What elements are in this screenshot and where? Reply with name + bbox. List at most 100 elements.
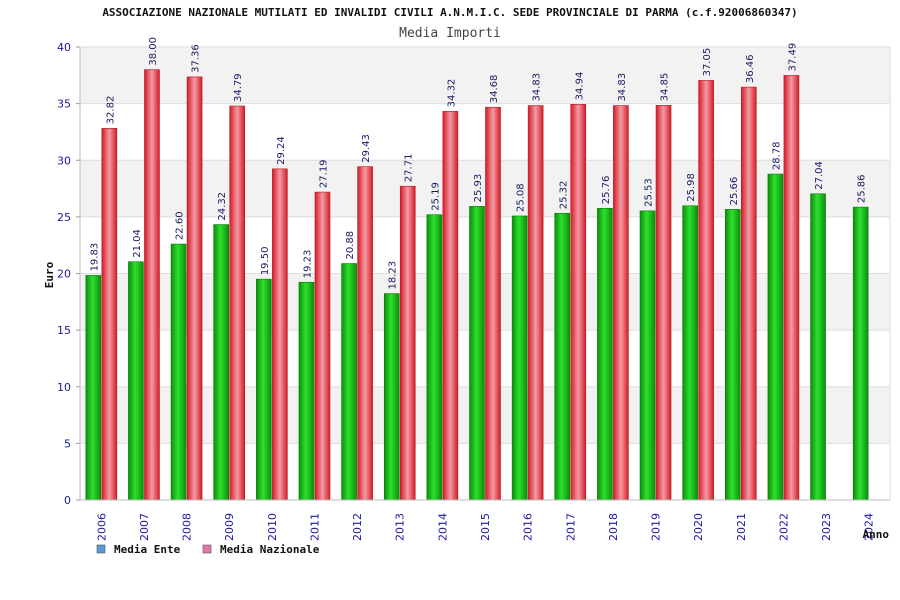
label-media-nazionale: 37.49 (787, 43, 798, 72)
x-tick-label: 2010 (266, 513, 279, 541)
bar-media-ente (426, 214, 443, 501)
legend-swatch-media-nazionale (202, 544, 212, 554)
label-media-ente: 19.50 (260, 247, 271, 276)
bar-media-nazionale (570, 104, 587, 501)
bar-media-ente (767, 173, 784, 501)
x-tick-label: 2007 (138, 513, 151, 541)
legend-swatch-media-ente (96, 544, 106, 554)
y-tick-label: 35 (57, 98, 71, 111)
y-tick-label: 15 (57, 324, 71, 337)
x-tick-label: 2008 (181, 513, 194, 541)
label-media-nazionale: 34.32 (446, 79, 457, 108)
bar-media-nazionale (655, 105, 672, 501)
y-tick-label: 5 (64, 437, 71, 450)
chart-title: ASSOCIAZIONE NAZIONALE MUTILATI ED INVAL… (102, 6, 797, 19)
bar-media-nazionale (613, 105, 629, 501)
label-media-ente: 19.23 (302, 250, 313, 279)
bar-media-ente (298, 281, 315, 501)
x-tick-label: 2015 (479, 513, 492, 541)
bar-media-nazionale (698, 80, 714, 501)
bar-media-nazionale (783, 75, 800, 501)
x-tick-label: 2009 (223, 513, 236, 541)
bar-media-nazionale (186, 76, 203, 501)
label-media-nazionale: 36.46 (745, 54, 756, 83)
legend-label-media-ente: Media Ente (114, 543, 181, 556)
x-tick-label: 2021 (735, 513, 748, 541)
label-media-ente: 18.23 (388, 261, 399, 290)
bar-media-nazionale (399, 185, 416, 501)
label-media-nazionale: 37.36 (191, 44, 202, 73)
x-tick-label: 2011 (308, 513, 321, 541)
x-tick-label: 2016 (522, 513, 535, 541)
label-media-ente: 22.60 (175, 211, 186, 240)
x-tick-label: 2013 (394, 513, 407, 541)
bar-media-ente (383, 293, 400, 501)
x-tick-label: 2020 (692, 513, 705, 541)
label-media-nazionale: 34.68 (489, 75, 500, 104)
label-media-nazionale: 34.94 (574, 72, 585, 101)
label-media-nazionale: 27.19 (318, 159, 329, 188)
label-media-nazionale: 37.05 (702, 48, 713, 77)
bar-media-ente (170, 243, 187, 501)
bar-media-nazionale (485, 106, 501, 501)
label-media-nazionale: 38.00 (148, 37, 159, 66)
x-axis: 2006 2007 2008 2009 2010 2011 2012 2013 2014 2015… (95, 513, 875, 541)
label-media-nazionale: 34.83 (617, 73, 628, 102)
bars-layer (85, 69, 869, 501)
bar-media-nazionale (314, 191, 331, 501)
y-tick-label: 25 (57, 211, 71, 224)
label-media-ente: 28.78 (771, 141, 782, 170)
bar-media-nazionale (101, 128, 118, 501)
bar-media-nazionale (144, 69, 160, 501)
label-media-nazionale: 29.43 (361, 134, 372, 163)
bar-media-ente (682, 205, 698, 501)
x-tick-label: 2014 (436, 513, 449, 541)
label-media-ente: 20.88 (345, 231, 356, 260)
bar-media-ente (597, 207, 613, 501)
bar-media-ente (213, 224, 230, 501)
label-media-nazionale: 32.82 (105, 96, 116, 125)
label-media-nazionale: 34.85 (660, 73, 671, 102)
label-media-ente: 24.32 (217, 192, 228, 221)
x-tick-label: 2018 (607, 513, 620, 541)
y-axis: 0 5 10 15 20 25 30 35 40 (57, 41, 891, 507)
bar-media-ente (639, 210, 656, 501)
bar-media-ente (511, 215, 528, 501)
label-media-ente: 25.98 (686, 173, 697, 202)
bar-media-nazionale (740, 86, 757, 501)
x-tick-label: 2024 (863, 513, 876, 541)
bar-media-ente (256, 278, 272, 501)
x-tick-label: 2019 (650, 513, 663, 541)
bar-media-nazionale (527, 105, 544, 501)
label-media-ente: 25.32 (558, 181, 569, 210)
label-media-ente: 19.83 (89, 243, 100, 272)
label-media-nazionale: 34.79 (233, 73, 244, 102)
label-media-ente: 25.08 (516, 183, 527, 212)
label-media-nazionale: 29.24 (276, 136, 287, 165)
bar-media-ente (341, 263, 357, 501)
legend: Media Ente Media Nazionale (96, 543, 320, 556)
bar-media-ente (469, 206, 485, 501)
label-media-ente: 25.93 (473, 174, 484, 203)
y-tick-label: 20 (57, 268, 71, 281)
y-tick-label: 30 (57, 154, 71, 167)
bar-media-ente (852, 206, 869, 501)
label-media-ente: 25.76 (601, 176, 612, 205)
x-tick-label: 2017 (564, 513, 577, 541)
x-tick-label: 2012 (351, 513, 364, 541)
bar-media-nazionale (229, 105, 246, 501)
bar-media-ente (128, 261, 144, 501)
bar-media-nazionale (272, 168, 288, 501)
label-media-ente: 25.66 (729, 177, 740, 206)
legend-label-media-nazionale: Media Nazionale (220, 543, 320, 556)
label-media-ente: 25.53 (644, 178, 655, 207)
bar-media-nazionale (357, 166, 373, 501)
y-tick-label: 40 (57, 41, 71, 54)
label-media-ente: 25.19 (430, 182, 441, 211)
y-tick-label: 10 (57, 381, 71, 394)
y-axis-label: Euro (43, 261, 56, 288)
data-labels: 19.83 32.82 21.04 38.00 22.60 37.36 24.32 34.79… (89, 37, 867, 290)
chart-subtitle: Media Importi (399, 26, 501, 41)
